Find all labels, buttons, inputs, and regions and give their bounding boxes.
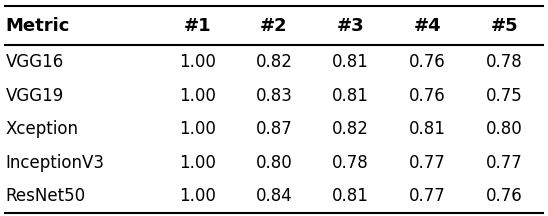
Text: 0.78: 0.78	[332, 154, 369, 172]
Text: InceptionV3: InceptionV3	[5, 154, 105, 172]
Text: ResNet50: ResNet50	[5, 187, 85, 205]
Text: 0.81: 0.81	[409, 120, 446, 138]
Text: 0.75: 0.75	[486, 87, 523, 105]
Text: 1.00: 1.00	[179, 53, 216, 71]
Text: #5: #5	[490, 17, 518, 35]
Text: 0.81: 0.81	[332, 187, 369, 205]
Text: 0.81: 0.81	[332, 87, 369, 105]
Text: 0.76: 0.76	[409, 53, 446, 71]
Text: VGG19: VGG19	[5, 87, 64, 105]
Text: 1.00: 1.00	[179, 154, 216, 172]
Text: 0.78: 0.78	[486, 53, 523, 71]
Text: 0.87: 0.87	[255, 120, 293, 138]
Text: 0.77: 0.77	[409, 154, 446, 172]
Text: 0.84: 0.84	[255, 187, 293, 205]
Text: #1: #1	[184, 17, 211, 35]
Text: #3: #3	[337, 17, 364, 35]
Text: 0.82: 0.82	[332, 120, 369, 138]
Text: Xception: Xception	[5, 120, 78, 138]
Text: 0.80: 0.80	[486, 120, 523, 138]
Text: VGG16: VGG16	[5, 53, 64, 71]
Text: 0.76: 0.76	[486, 187, 523, 205]
Text: 0.77: 0.77	[486, 154, 523, 172]
Text: 1.00: 1.00	[179, 187, 216, 205]
Text: 0.83: 0.83	[255, 87, 293, 105]
Text: 0.82: 0.82	[255, 53, 293, 71]
Text: 0.81: 0.81	[332, 53, 369, 71]
Text: 0.80: 0.80	[255, 154, 293, 172]
Text: 0.76: 0.76	[409, 87, 446, 105]
Text: #2: #2	[260, 17, 288, 35]
Text: 1.00: 1.00	[179, 120, 216, 138]
Text: Metric: Metric	[5, 17, 70, 35]
Text: 0.77: 0.77	[409, 187, 446, 205]
Text: 1.00: 1.00	[179, 87, 216, 105]
Text: #4: #4	[414, 17, 441, 35]
